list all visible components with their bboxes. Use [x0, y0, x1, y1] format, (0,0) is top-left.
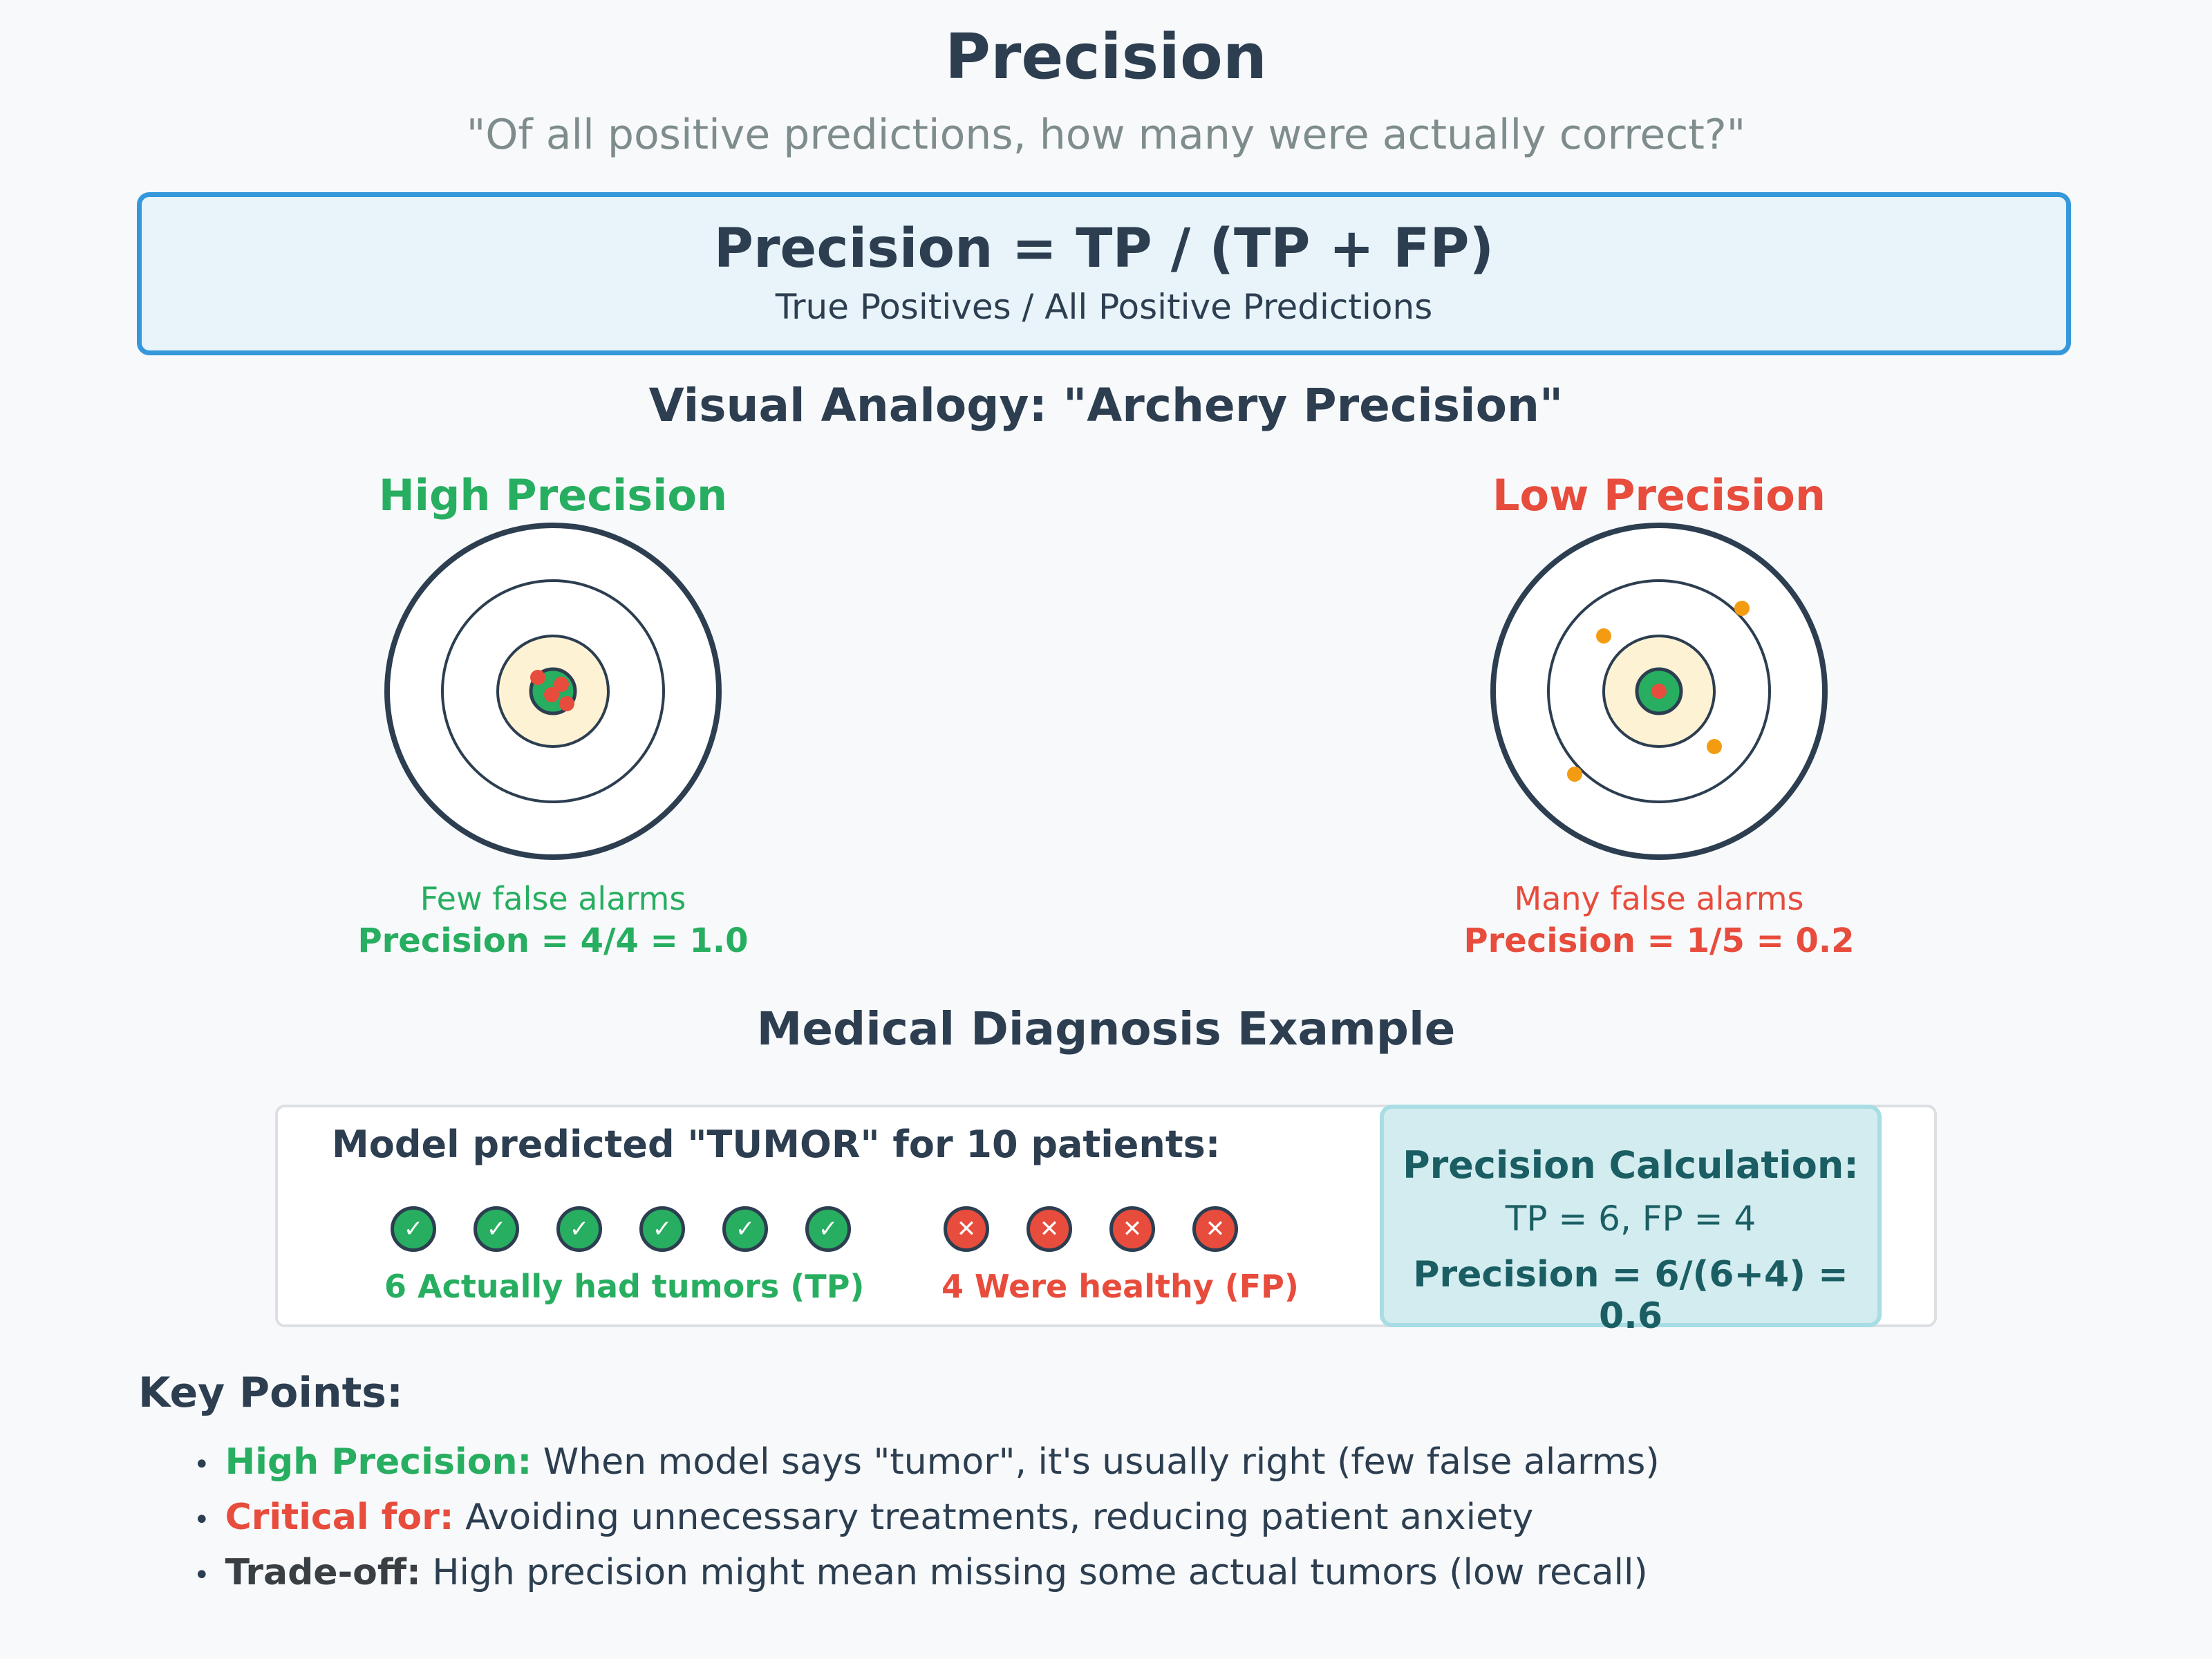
key-point-item: • Critical for: Avoiding unnecessary trea…: [194, 1497, 1533, 1538]
medical-example-title: Medical Diagnosis Example: [756, 1002, 1456, 1056]
true-positive-icon: ✓: [556, 1206, 602, 1252]
high-precision-target: [384, 523, 722, 860]
bullet-icon: •: [194, 1559, 210, 1591]
false-positive-icon: ✕: [1109, 1206, 1155, 1252]
arrow-miss: [1596, 628, 1611, 644]
low-precision-target: [1490, 523, 1828, 860]
key-point-label: Critical for:: [225, 1497, 454, 1538]
low-precision-caption: Many false alarms: [1514, 880, 1804, 917]
formula-main: Precision = TP / (TP + FP): [713, 218, 1494, 280]
key-point-label: High Precision:: [225, 1441, 532, 1483]
high-precision-value: Precision = 4/4 = 1.0: [357, 921, 749, 960]
key-point-label: Trade-off:: [225, 1552, 421, 1593]
formula-subtext: True Positives / All Positive Prediction…: [775, 287, 1433, 327]
true-positive-icon: ✓: [722, 1206, 768, 1252]
precision-calculation-box: Precision Calculation: TP = 6, FP = 4 Pr…: [1380, 1105, 1882, 1337]
analogy-title: Visual Analogy: "Archery Precision": [648, 379, 1564, 432]
low-precision-value: Precision = 1/5 = 0.2: [1463, 921, 1855, 960]
key-point-text: When model says "tumor", it's usually ri…: [532, 1441, 1660, 1483]
arrow-hit: [559, 696, 574, 711]
arrow-hit: [554, 677, 569, 692]
page-subtitle: "Of all positive predictions, how many w…: [466, 111, 1746, 159]
predicted-count-text: Model predicted "TUMOR" for 10 patients:: [332, 1123, 1221, 1166]
low-precision-label: Low Precision: [1492, 470, 1826, 521]
true-positive-label: 6 Actually had tumors (TP): [384, 1268, 865, 1305]
arrow-hit: [530, 670, 545, 685]
bullet-icon: •: [194, 1504, 210, 1536]
true-positive-icon: ✓: [805, 1206, 851, 1252]
arrow-hit: [544, 687, 559, 702]
false-positive-label: 4 Were healthy (FP): [941, 1268, 1299, 1305]
calculation-counts: TP = 6, FP = 4: [1505, 1199, 1756, 1239]
arrow-miss: [1707, 739, 1722, 754]
true-positive-icon: ✓: [391, 1206, 436, 1252]
calculation-result: Precision = 6/(6+4) = 0.6: [1413, 1254, 1848, 1337]
key-points-title: Key Points:: [138, 1369, 403, 1417]
page-title: Precision: [945, 21, 1267, 93]
bullet-icon: •: [194, 1449, 210, 1481]
key-point-text: Avoiding unnecessary treatments, reducin…: [453, 1497, 1534, 1538]
key-point-item: • Trade-off: High precision might mean mi…: [194, 1552, 1648, 1593]
formula-box: Precision = TP / (TP + FP) True Positive…: [137, 192, 2071, 355]
arrow-miss: [1734, 601, 1750, 616]
high-precision-label: High Precision: [378, 470, 728, 521]
arrow-miss: [1567, 767, 1582, 782]
high-precision-caption: Few false alarms: [420, 880, 686, 917]
arrow-hit: [1651, 684, 1667, 699]
true-positive-icon: ✓: [639, 1206, 685, 1252]
key-point-text: High precision might mean missing some a…: [420, 1552, 1648, 1593]
true-positive-icon: ✓: [474, 1206, 519, 1252]
false-positive-icon: ✕: [944, 1206, 989, 1252]
key-point-item: • High Precision: When model says "tumor"…: [194, 1441, 1660, 1483]
false-positive-icon: ✕: [1192, 1206, 1238, 1252]
false-positive-icon: ✕: [1027, 1206, 1072, 1252]
calculation-title: Precision Calculation:: [1403, 1143, 1859, 1187]
